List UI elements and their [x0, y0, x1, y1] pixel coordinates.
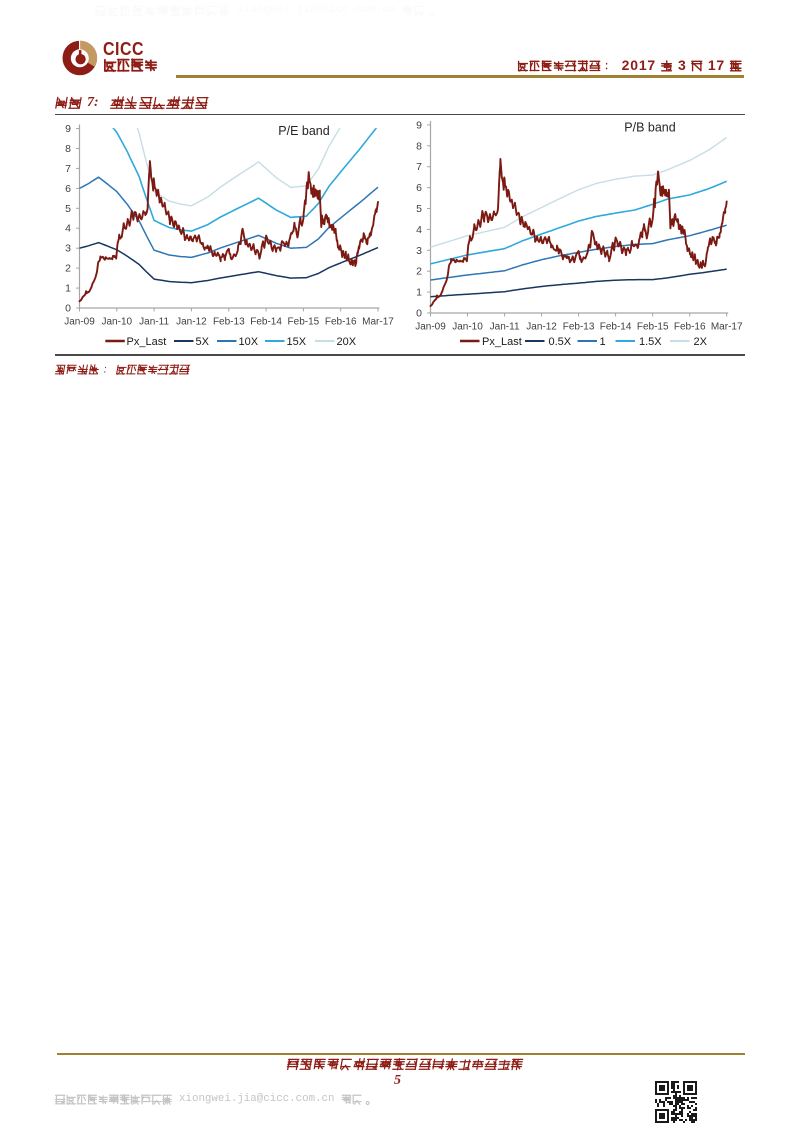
svg-text:Feb-13: Feb-13	[563, 322, 595, 333]
svg-text:Mar-17: Mar-17	[362, 317, 394, 328]
svg-text:9: 9	[65, 123, 71, 135]
svg-text:Mar-17: Mar-17	[711, 322, 743, 333]
svg-text:Jan-10: Jan-10	[102, 317, 133, 328]
svg-text:5X: 5X	[196, 336, 210, 348]
svg-text:6: 6	[416, 182, 422, 194]
svg-text:0: 0	[65, 303, 71, 315]
svg-text:20X: 20X	[337, 336, 357, 348]
svg-text:Jan-12: Jan-12	[176, 317, 207, 328]
svg-text:8: 8	[65, 143, 71, 155]
svg-text:Px_Last: Px_Last	[127, 336, 167, 348]
svg-text:Jan-10: Jan-10	[452, 322, 483, 333]
svg-text:0: 0	[416, 308, 422, 320]
svg-text:Jan-09: Jan-09	[64, 317, 95, 328]
svg-text:3: 3	[65, 243, 71, 255]
svg-text:Px_Last: Px_Last	[482, 336, 522, 348]
svg-text:10X: 10X	[239, 336, 259, 348]
svg-text:4: 4	[416, 224, 422, 236]
svg-text:Jan-11: Jan-11	[490, 322, 520, 333]
svg-text:Feb-15: Feb-15	[637, 322, 669, 333]
svg-text:0.5X: 0.5X	[549, 336, 572, 348]
svg-text:5: 5	[65, 203, 71, 215]
svg-text:15X: 15X	[287, 336, 307, 348]
svg-text:5: 5	[416, 203, 422, 215]
svg-text:1.5X: 1.5X	[639, 336, 662, 348]
svg-text:2: 2	[416, 266, 422, 278]
svg-text:1: 1	[65, 283, 71, 295]
svg-text:1: 1	[416, 287, 422, 299]
svg-text:Feb-16: Feb-16	[674, 322, 706, 333]
svg-text:Feb-16: Feb-16	[325, 317, 357, 328]
svg-text:Feb-13: Feb-13	[213, 317, 245, 328]
svg-text:2: 2	[65, 263, 71, 275]
svg-text:Jan-09: Jan-09	[415, 322, 446, 333]
svg-text:2X: 2X	[694, 336, 708, 348]
svg-text:Feb-14: Feb-14	[600, 322, 632, 333]
svg-text:Jan-12: Jan-12	[526, 322, 557, 333]
svg-text:Feb-15: Feb-15	[288, 317, 320, 328]
svg-text:4: 4	[65, 223, 71, 235]
svg-text:P/E band: P/E band	[278, 124, 329, 138]
svg-text:Feb-14: Feb-14	[250, 317, 282, 328]
svg-text:9: 9	[416, 119, 422, 131]
svg-text:P/B band: P/B band	[624, 120, 675, 134]
svg-text:7: 7	[416, 161, 422, 173]
svg-text:Jan-11: Jan-11	[139, 317, 169, 328]
svg-text:3: 3	[416, 245, 422, 257]
svg-text:1: 1	[600, 336, 606, 348]
svg-text:6: 6	[65, 183, 71, 195]
svg-text:7: 7	[65, 163, 71, 175]
svg-text:8: 8	[416, 140, 422, 152]
